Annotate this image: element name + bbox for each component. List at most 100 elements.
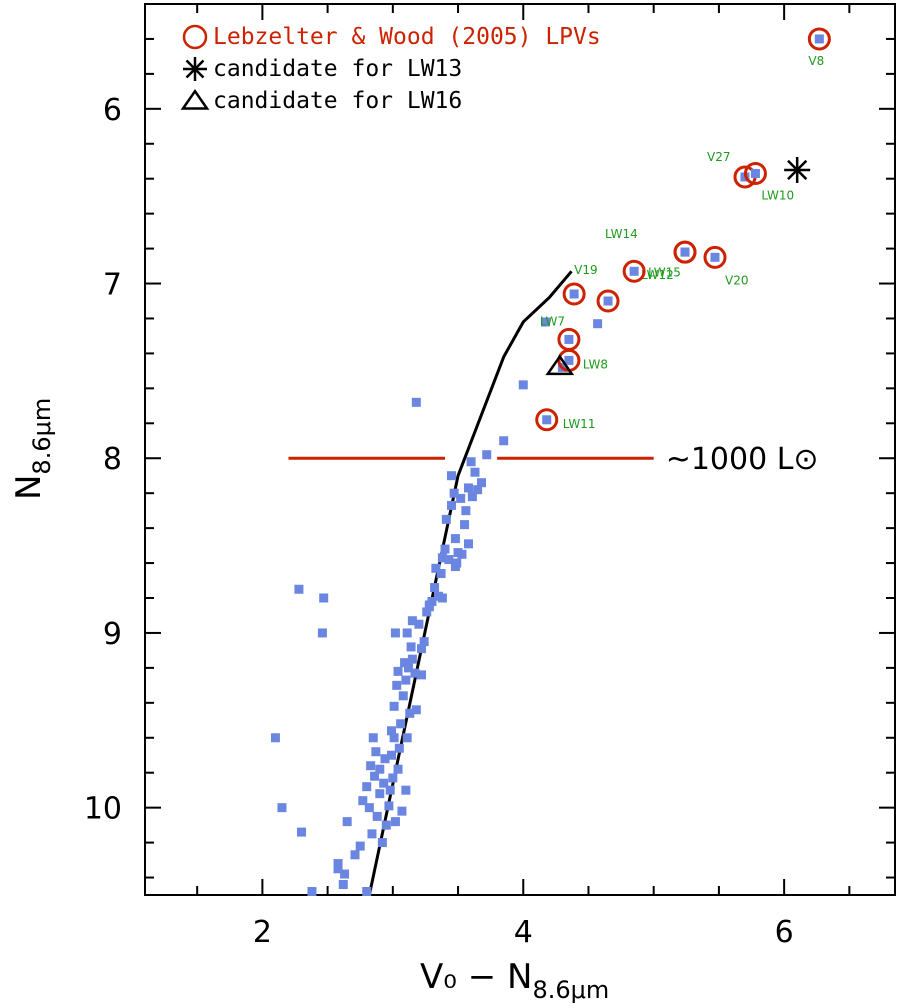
lpv-label: V27 [707, 150, 730, 164]
lpv-label: LW15 [648, 265, 681, 279]
data-point [401, 786, 410, 795]
data-point [519, 380, 528, 389]
data-point [391, 817, 400, 826]
model-line [369, 271, 571, 895]
data-point [375, 765, 384, 774]
lpv-label: LW11 [563, 417, 596, 431]
data-point [362, 887, 371, 896]
legend-label: candidate for LW16 [213, 88, 462, 114]
lpv-point [711, 253, 720, 262]
lpv-label: LW8 [583, 357, 608, 371]
data-point [408, 655, 417, 664]
data-point [356, 842, 365, 851]
data-point [351, 850, 360, 859]
legend-label: candidate for LW13 [213, 56, 462, 82]
data-point [277, 803, 286, 812]
x-tick-label: 4 [514, 915, 533, 950]
data-point [378, 838, 387, 847]
lpv-label: LW14 [605, 227, 638, 241]
lpv-label: V19 [574, 263, 597, 277]
data-point [499, 436, 508, 445]
chart-marks: ~1000 L⊙ V8 V27 LW10 LW14 LW12 V20 V19 LW15 LW7 LW… [271, 29, 829, 896]
data-point [399, 691, 408, 700]
data-point [390, 702, 399, 711]
lpv-point [815, 34, 824, 43]
lpv-point [604, 297, 613, 306]
lpv-point [681, 248, 690, 257]
data-point [417, 670, 426, 679]
data-point [384, 801, 393, 810]
data-point [319, 594, 328, 603]
data-point [464, 483, 473, 492]
data-point [447, 501, 456, 510]
data-point [482, 450, 491, 459]
data-point [401, 676, 410, 685]
data-point [437, 569, 446, 578]
data-point [442, 515, 451, 524]
data-point [403, 733, 412, 742]
data-point [387, 751, 396, 760]
data-point [394, 765, 403, 774]
data-point [457, 550, 466, 559]
data-point [362, 782, 371, 791]
lpv-label: LW10 [761, 188, 794, 202]
legend-label: Lebzelter & Wood (2005) LPVs [213, 24, 601, 50]
data-point [391, 628, 400, 637]
data-point [340, 870, 349, 879]
data-point [334, 859, 343, 868]
data-point [451, 534, 460, 543]
data-point [441, 545, 450, 554]
data-point [477, 478, 486, 487]
data-point [366, 761, 375, 770]
data-point [593, 319, 602, 328]
data-point [392, 681, 401, 690]
lpv-label: LW7 [540, 314, 565, 328]
axis-titles: V₀ − N8.6μm N8.6μm [9, 398, 609, 1004]
y-tick-label: 8 [103, 442, 122, 477]
data-point [382, 821, 391, 830]
data-point [369, 733, 378, 742]
chart-legend: Lebzelter & Wood (2005) LPVs candidate fo… [183, 24, 601, 114]
x-tick-label: 2 [253, 915, 272, 950]
data-point [375, 789, 384, 798]
data-point [367, 829, 376, 838]
lpv-label: V8 [808, 54, 824, 68]
data-point [297, 828, 306, 837]
data-point [407, 642, 416, 651]
data-point [343, 817, 352, 826]
data-point [452, 559, 461, 568]
data-point [318, 628, 327, 637]
data-point [307, 887, 316, 896]
data-point [371, 747, 380, 756]
y-tick-label: 6 [103, 93, 122, 128]
lpv-label: V20 [725, 273, 748, 287]
y-tick-label: 9 [103, 617, 122, 652]
y-tick-label: 10 [84, 792, 122, 827]
x-axis-title: V₀ − N8.6μm [420, 957, 609, 1004]
data-point [461, 506, 470, 515]
lpv-point [630, 267, 639, 276]
data-point [396, 719, 405, 728]
legend-triangle-symbol [183, 91, 207, 108]
y-axis-title: N8.6μm [9, 398, 56, 500]
data-point [397, 807, 406, 816]
data-point [294, 585, 303, 594]
data-point [420, 637, 429, 646]
data-point [403, 628, 412, 637]
data-point [339, 880, 348, 889]
y-tick-label: 7 [103, 268, 122, 303]
data-point [464, 539, 473, 548]
data-point [456, 494, 465, 503]
legend-asterisk-symbol [183, 57, 207, 81]
data-point [388, 773, 397, 782]
data-point [412, 398, 421, 407]
data-point [438, 594, 447, 603]
candidate-lw13-marker [784, 157, 810, 183]
data-point [394, 667, 403, 676]
data-point [414, 620, 423, 629]
data-point [271, 733, 280, 742]
lpv-point [570, 290, 579, 299]
data-point [430, 583, 439, 592]
lpv-point [564, 335, 573, 344]
